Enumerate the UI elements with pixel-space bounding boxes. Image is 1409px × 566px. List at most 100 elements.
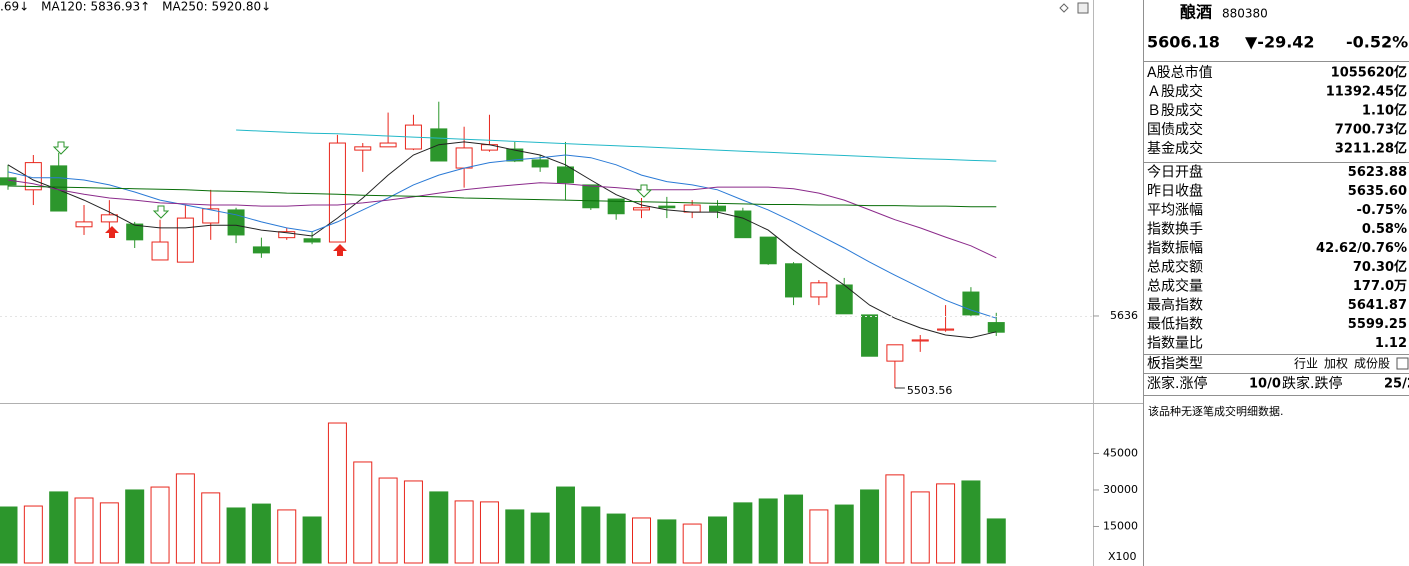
- ma-line: [7, 185, 997, 208]
- price-pane: 5503.56: [0, 101, 1005, 397]
- buy-signal: [333, 244, 347, 256]
- volume-bar: [429, 491, 449, 564]
- row-value: 1.12: [1375, 336, 1407, 351]
- row-label: 总成交量: [1147, 278, 1203, 295]
- volume-bar: [327, 422, 347, 564]
- volume-bar: [175, 473, 195, 564]
- option-icon[interactable]: [1396, 357, 1409, 370]
- row-label: 总成交额: [1147, 259, 1203, 276]
- volume-bar: [986, 518, 1006, 564]
- row-value: 5641.87: [1348, 298, 1407, 313]
- candle-body: [303, 238, 321, 243]
- ma-label: .69↓: [0, 0, 29, 14]
- ma-label: MA250: 5920.80↓: [162, 0, 271, 14]
- volume-bar: [49, 491, 69, 564]
- icon-diamond[interactable]: [1059, 3, 1069, 13]
- volume-bar: [632, 517, 651, 564]
- down-label: 跌家.跌停: [1282, 375, 1342, 392]
- candle-body: [379, 142, 397, 148]
- row-label: Ｂ股成交: [1147, 102, 1203, 119]
- volume-bar: [860, 489, 880, 564]
- volume-bar: [555, 486, 575, 564]
- volume-bar: [454, 500, 474, 564]
- icon-window[interactable]: [1077, 2, 1089, 14]
- candle-body: [100, 214, 118, 223]
- candle-body: [506, 148, 524, 162]
- candle-body: [709, 205, 727, 212]
- candle-body: [987, 322, 1005, 333]
- candle-body: [151, 241, 169, 261]
- volume-bar: [733, 502, 753, 564]
- candle-body: [683, 204, 701, 213]
- row-label: 平均涨幅: [1147, 202, 1203, 218]
- candle-body: [607, 198, 625, 215]
- candle-body: [354, 146, 372, 151]
- row-value: 70.30亿: [1353, 259, 1407, 275]
- candle-body: [176, 217, 194, 263]
- sell-signal: [52, 141, 70, 155]
- volume-bar: [0, 506, 18, 564]
- volume-bar: [353, 461, 373, 564]
- buy-signal: [105, 226, 119, 238]
- row-value: 1055620亿: [1331, 65, 1407, 81]
- row-label: 今日开盘: [1147, 163, 1203, 180]
- candle-body: [455, 147, 473, 169]
- volume-bar: [302, 516, 322, 564]
- volume-bar: [961, 480, 981, 564]
- row-label: 最高指数: [1147, 297, 1203, 314]
- volume-bar: [657, 519, 677, 564]
- up-value: 10/0: [1249, 377, 1281, 392]
- type-label: 板指类型: [1147, 356, 1203, 372]
- volume-bar: [378, 477, 398, 564]
- volume-bar: [708, 516, 728, 564]
- candle-body: [937, 328, 955, 331]
- candle-body: [0, 177, 17, 186]
- unit-label: X100: [1108, 550, 1137, 563]
- volume-bar: [885, 474, 905, 564]
- candle-body: [861, 314, 879, 357]
- type-options: 行业 加权 成份股: [1294, 357, 1409, 371]
- candle-body: [252, 246, 270, 254]
- row-value: 1.10亿: [1362, 103, 1407, 119]
- volume-bar: [201, 492, 221, 564]
- volume-bar: [251, 503, 271, 564]
- note: 该品种无逐笔成交明细数据.: [1148, 404, 1284, 418]
- type-option[interactable]: 成份股: [1354, 357, 1390, 371]
- row-value: 11392.45亿: [1326, 84, 1407, 100]
- candle-body: [759, 236, 777, 265]
- ma-line: [236, 129, 997, 162]
- type-option[interactable]: 行业: [1294, 357, 1318, 371]
- y-tick-label: 15000: [1103, 519, 1138, 532]
- volume-bar: [581, 506, 601, 564]
- axes: 5636 15000 30000 45000: [0, 309, 1138, 532]
- up-label: 涨家.涨停: [1147, 375, 1207, 392]
- type-option[interactable]: 加权: [1324, 357, 1348, 371]
- volume-bar: [23, 505, 43, 564]
- volume-bar: [809, 509, 829, 564]
- candle-body: [126, 223, 144, 241]
- row-value: 42.62/0.76%: [1316, 241, 1407, 256]
- signals: [52, 141, 653, 256]
- y-tick-label: 45000: [1103, 446, 1138, 459]
- volume-bar: [936, 483, 956, 564]
- candle-body: [556, 166, 574, 184]
- candle-body: [202, 208, 220, 224]
- volume-bar: [74, 497, 94, 564]
- candle-body: [582, 184, 600, 209]
- candle-body: [785, 263, 803, 298]
- row-label: 指数振幅: [1147, 240, 1203, 256]
- row-value: -0.75%: [1357, 203, 1408, 218]
- ma-header: .69↓ MA120: 5836.93↑ MA250: 5920.80↓: [0, 0, 271, 14]
- down-value: 25/2: [1384, 377, 1409, 392]
- ma-label: MA120: 5836.93↑: [41, 0, 150, 14]
- sell-signal: [635, 184, 653, 198]
- row-value: 177.0万: [1353, 279, 1407, 294]
- row-value: 5623.88: [1348, 165, 1407, 180]
- row-label: 最低指数: [1147, 317, 1203, 333]
- volume-bar: [758, 498, 778, 564]
- row-label: 指数换手: [1147, 220, 1203, 237]
- row-label: 昨日收盘: [1147, 182, 1203, 199]
